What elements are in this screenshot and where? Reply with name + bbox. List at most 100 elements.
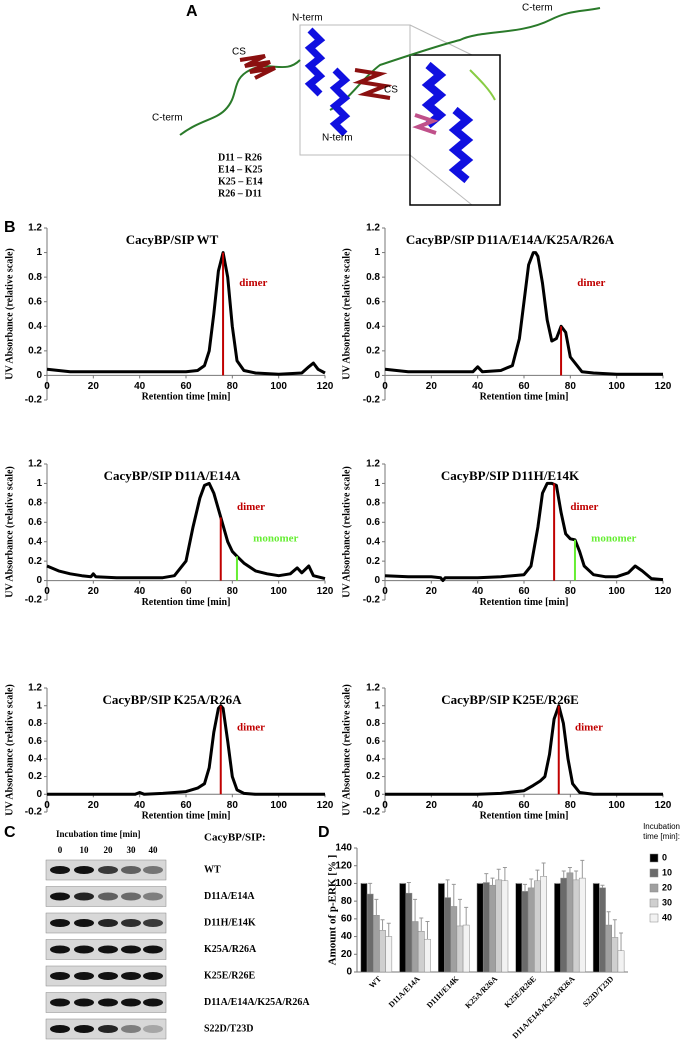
y-tick-label: 1: [36, 478, 42, 489]
peak-label: dimer: [239, 277, 267, 289]
bar: [379, 930, 386, 973]
line: [46, 251, 326, 376]
x-tick-label: 80: [227, 586, 239, 597]
y-tick-label: 0.6: [28, 517, 42, 528]
n-term-label: N-term: [322, 133, 353, 144]
bar: [592, 883, 600, 973]
y-tick-label: 0.4: [28, 753, 42, 764]
bar: [360, 883, 368, 973]
blot-band: [121, 919, 141, 927]
error-bar: [567, 866, 572, 873]
y-tick-label: 60: [341, 913, 353, 924]
c-term-label: C-term: [522, 3, 553, 14]
bar: [489, 884, 496, 973]
error-bar: [413, 898, 418, 922]
x-tick-label: 0: [382, 586, 388, 597]
chart-title: CacyBP/SIP D11H/E14K: [441, 468, 580, 483]
y-axis-title: UV Absorbance (relative scale): [4, 684, 15, 816]
bar: [366, 893, 374, 973]
blot-band: [98, 892, 118, 901]
y-tick-label: 120: [335, 860, 352, 871]
bar: [444, 897, 451, 973]
x-tick-label: 0: [44, 800, 50, 811]
x-tick-label: 20: [88, 800, 100, 811]
error-bar: [612, 919, 617, 938]
x-tick-label: 40: [472, 586, 484, 597]
x-tick-label: 80: [227, 800, 239, 811]
y-tick-label: -0.2: [25, 595, 43, 606]
y-tick-label: 0: [346, 967, 352, 978]
bar: [476, 883, 484, 973]
peak-label: monomer: [591, 532, 636, 544]
error-bar: [419, 917, 424, 932]
blot-band: [50, 998, 70, 1007]
y-tick-label: 0.2: [28, 345, 42, 356]
x-tick-label: 60: [518, 800, 530, 811]
blot-sample-label: CacyBP/SIP:: [204, 832, 266, 844]
bar: [540, 876, 547, 973]
y-tick-label: 0.4: [28, 536, 42, 547]
y-tick-label: -0.2: [363, 395, 381, 406]
x-tick-label: 120: [655, 586, 672, 597]
x-tick-label: 40: [472, 800, 484, 811]
blot-time: 0: [58, 845, 63, 855]
y-tick-label: 0: [374, 370, 380, 381]
bar: [385, 936, 393, 973]
x-tick-label: 60: [518, 586, 530, 597]
bar: [462, 924, 470, 973]
bar: [417, 931, 425, 973]
y-tick-label: 0.4: [366, 753, 380, 764]
x-tick-label: 0: [382, 800, 388, 811]
error-bar: [580, 859, 585, 879]
x-tick-label: 60: [180, 586, 192, 597]
blot-row-label: D11H/E14K: [204, 917, 256, 928]
bar: [405, 892, 413, 973]
blot-band: [98, 972, 118, 980]
x-tick-label: 120: [317, 381, 334, 392]
blot-time: 30: [127, 845, 137, 855]
x-tick-label: 80: [565, 586, 577, 597]
blot-band: [50, 945, 70, 954]
x-tick-label: 0: [44, 381, 50, 392]
x-tick-label: 20: [426, 586, 438, 597]
x-tick-label: 60: [518, 381, 530, 392]
blot-band: [143, 866, 163, 874]
x-tick-label: 0: [382, 381, 388, 392]
y-tick-label: -0.2: [363, 807, 381, 818]
x-tick-label: 120: [317, 586, 334, 597]
y-tick-label: 0.8: [366, 497, 380, 508]
legend-swatch: [649, 853, 659, 863]
line: [47, 704, 325, 796]
blot-band: [121, 892, 141, 901]
pair-label: R26 – D11: [218, 188, 262, 199]
y-tick-label: 1: [36, 247, 42, 258]
blot-band: [50, 972, 70, 980]
y-tick-label: 1.2: [366, 683, 380, 694]
pair-label: E14 – K25: [218, 164, 262, 175]
blot-band: [143, 892, 163, 901]
line: [46, 481, 326, 581]
bar: [527, 887, 535, 973]
y-axis-title: UV Absorbance (relative scale): [341, 684, 352, 816]
y-tick-label: 0.2: [366, 771, 380, 782]
y-tick-label: 1: [374, 247, 380, 258]
blot-band: [143, 972, 163, 980]
x-tick-label: 20: [88, 381, 100, 392]
y-tick-label: 0.8: [366, 718, 380, 729]
blot-row-label: S22D/T23D: [204, 1023, 253, 1034]
y-tick-label: 0: [374, 789, 380, 800]
error-bar: [445, 879, 450, 898]
x-tick-label: 120: [655, 381, 672, 392]
x-tick-label: 20: [426, 381, 438, 392]
x-tick-label: D11H/E14K: [425, 974, 461, 1010]
x-tick-label: WT: [367, 974, 383, 990]
blot-band: [98, 945, 118, 954]
peak-label: dimer: [237, 501, 265, 513]
y-tick-label: 0.2: [28, 771, 42, 782]
x-tick-label: 40: [134, 381, 146, 392]
bar: [515, 883, 523, 973]
y-tick-label: 0: [36, 575, 42, 586]
y-tick-label: 1.2: [366, 223, 380, 234]
blot-band: [74, 866, 94, 874]
bar: [438, 883, 445, 973]
